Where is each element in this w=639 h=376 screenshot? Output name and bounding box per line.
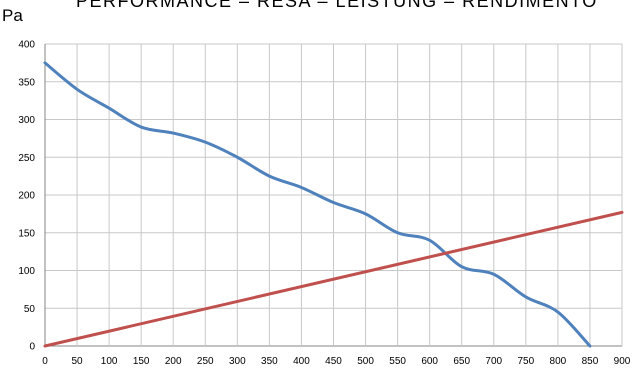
x-tick-label: 300 [229, 356, 246, 367]
x-tick-label: 750 [517, 356, 534, 367]
data-point [621, 211, 624, 214]
x-tick-label: 550 [389, 356, 406, 367]
x-tick-label: 900 [614, 356, 631, 367]
grid [44, 43, 623, 347]
data-point [524, 295, 527, 298]
data-point [44, 61, 47, 64]
y-tick-label: 300 [18, 115, 35, 126]
y-tick-label: 100 [18, 266, 35, 277]
data-point [172, 132, 175, 135]
y-tick-label: 0 [29, 342, 35, 353]
x-tick-label: 200 [165, 356, 182, 367]
x-tick-label: 500 [357, 356, 374, 367]
x-tick-label: 150 [133, 356, 150, 367]
x-tick-label: 850 [582, 356, 599, 367]
data-point [268, 175, 271, 178]
x-tick-label: 600 [421, 356, 438, 367]
y-axis-label: Pa [2, 6, 23, 25]
data-point [76, 88, 79, 91]
series-group [43, 61, 624, 348]
data-point [300, 186, 303, 189]
y-tick-label: 350 [18, 77, 35, 88]
data-point [332, 201, 335, 204]
y-tick-label: 250 [18, 153, 35, 164]
chart-title: PERFORMANCE – RESA – LEISTUNG – RENDIMEN… [76, 0, 598, 11]
data-point [428, 239, 431, 242]
data-point [396, 231, 399, 234]
data-point [236, 156, 239, 159]
x-tick-label: 400 [293, 356, 310, 367]
x-tick-label: 700 [485, 356, 502, 367]
system-curve-line [43, 210, 624, 348]
x-tick-label: 800 [550, 356, 567, 367]
x-tick-label: 0 [42, 356, 48, 367]
y-tick-label: 150 [18, 228, 35, 239]
y-tick-label: 50 [24, 304, 36, 315]
data-point [588, 345, 591, 348]
data-point [44, 345, 47, 348]
x-tick-label: 250 [197, 356, 214, 367]
x-tick-label: 100 [101, 356, 118, 367]
x-tick-label: 450 [325, 356, 342, 367]
y-tick-label: 400 [18, 40, 35, 51]
x-axis-ticks: 0 50 100 150 200 250 300 350 400 450 500 550 600 650 7… [42, 356, 631, 367]
performance-curve-line [43, 61, 592, 348]
y-tick-label: 200 [18, 191, 35, 202]
data-point [204, 141, 207, 144]
x-tick-label: 650 [453, 356, 470, 367]
data-point [108, 107, 111, 110]
x-tick-label: 350 [261, 356, 278, 367]
y-axis-ticks: 0 50 100 150 200 250 300 350 400 [18, 40, 35, 353]
data-point [492, 273, 495, 276]
x-tick-label: 50 [71, 356, 83, 367]
data-point [556, 311, 559, 314]
data-point [364, 212, 367, 215]
data-point [460, 265, 463, 268]
data-point [140, 126, 143, 129]
